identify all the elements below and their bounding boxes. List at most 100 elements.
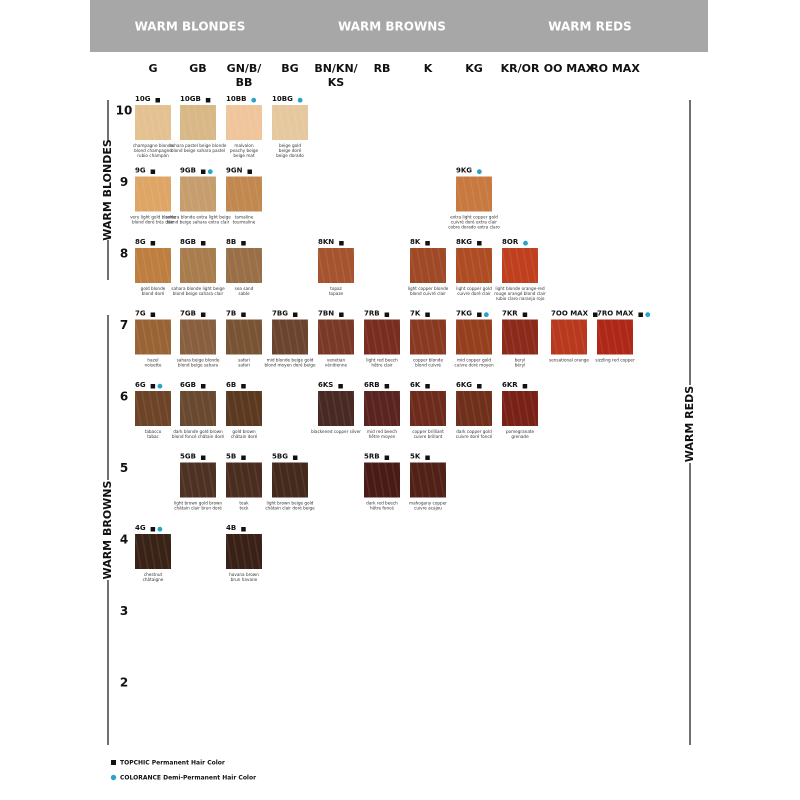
- swatch-strand: [603, 319, 611, 355]
- swatch-strand: [564, 319, 572, 355]
- hair-swatch: [551, 319, 587, 355]
- permanent-icon: [150, 169, 156, 174]
- hair-swatch: [226, 534, 262, 569]
- swatch-strand: [331, 319, 339, 355]
- hair-swatch: [364, 319, 400, 355]
- swatch-caption: grenade: [511, 434, 529, 439]
- swatch-strand: [214, 462, 222, 498]
- swatch-strand: [179, 319, 187, 355]
- demi-icon: [157, 526, 163, 532]
- swatch-code: 7BN: [318, 310, 334, 318]
- swatch-strand: [317, 390, 325, 427]
- permanent-icon: [292, 312, 298, 317]
- column-header: BB: [236, 76, 253, 89]
- swatch-strand: [214, 390, 222, 427]
- swatch-strand: [476, 176, 484, 212]
- swatch-strand: [162, 247, 170, 284]
- legend-dot: [110, 774, 117, 781]
- swatch-strand: [345, 247, 353, 284]
- swatch-strand: [141, 390, 149, 427]
- swatch-strand: [462, 247, 470, 284]
- swatch-strand: [193, 104, 201, 141]
- swatch-strand: [398, 462, 406, 498]
- swatch-strand: [225, 462, 233, 498]
- swatch-caption: light red beech: [366, 358, 398, 363]
- swatch-caption: sable: [238, 291, 250, 296]
- level-label: 10: [116, 104, 133, 118]
- hair-swatch: [597, 319, 633, 355]
- swatch-strand: [169, 176, 177, 212]
- column-header: KG: [465, 62, 483, 75]
- swatch-code: 7KG: [456, 310, 472, 318]
- swatch-strand: [260, 533, 268, 570]
- swatch-strand: [207, 247, 215, 284]
- swatch-strand: [148, 390, 156, 427]
- swatch-strand: [508, 390, 516, 427]
- hair-swatch: [226, 319, 262, 355]
- section-title: WARM REDS: [548, 20, 631, 34]
- swatch-strand: [469, 390, 477, 427]
- permanent-icon: [150, 241, 156, 246]
- swatch-strand: [536, 319, 544, 355]
- swatch-caption: blond doré très clair: [132, 220, 174, 225]
- permanent-icon: [384, 312, 390, 317]
- swatch-strand: [377, 462, 385, 498]
- section-title: WARM BROWNS: [338, 20, 446, 34]
- swatch-strand: [246, 319, 254, 355]
- swatch-strand: [253, 247, 261, 284]
- swatch-strand: [271, 462, 279, 498]
- swatch-strand: [186, 462, 194, 498]
- swatch-strand: [186, 319, 194, 355]
- swatch-caption: châtain clair doré beige: [265, 506, 315, 511]
- swatch-strand: [490, 319, 498, 355]
- swatch-strand: [306, 462, 314, 498]
- swatch-strand: [557, 319, 565, 355]
- swatch-strand: [260, 104, 268, 141]
- swatch-strand: [169, 247, 177, 284]
- swatch-caption: blond beige sahara extra clair: [167, 220, 230, 225]
- swatch-strand: [260, 319, 268, 355]
- demi-icon: [476, 169, 482, 175]
- swatch-code: 6B: [226, 381, 236, 389]
- swatch-strand: [285, 319, 293, 355]
- swatch-strand: [260, 462, 268, 498]
- column-header: GN/B/: [227, 62, 263, 75]
- swatch-caption: tourmaline: [233, 220, 256, 225]
- swatch-strand: [169, 319, 177, 355]
- swatch-strand: [148, 533, 156, 570]
- swatch-strand: [391, 319, 399, 355]
- swatch-strand: [299, 319, 307, 355]
- swatch-caption: sensational orange: [549, 358, 589, 363]
- swatch-strand: [430, 390, 438, 427]
- swatch-caption: noisette: [145, 363, 162, 368]
- swatch-strand: [398, 390, 406, 427]
- column-header: OO MAX: [544, 62, 595, 75]
- permanent-icon: [593, 312, 598, 317]
- swatch-caption: blond moyen doré beige: [264, 363, 316, 368]
- label-gap: [682, 385, 698, 463]
- swatch-code: 5RB: [364, 453, 380, 461]
- swatch-strand: [186, 247, 194, 284]
- swatch-strand: [338, 319, 346, 355]
- legend-square: [111, 760, 116, 765]
- level-label: 4: [120, 533, 128, 547]
- swatch-code: 10BB: [226, 95, 246, 103]
- permanent-icon: [241, 455, 246, 460]
- swatch-strand: [416, 319, 424, 355]
- swatch-strand: [134, 533, 142, 570]
- swatch-caption: havana brown: [229, 572, 259, 577]
- swatch-strand: [148, 176, 156, 212]
- permanent-icon: [241, 527, 246, 532]
- swatch-caption: beige doré: [279, 148, 302, 153]
- swatch-strand: [522, 247, 530, 284]
- swatch-caption: châtain doré: [231, 434, 258, 439]
- swatch-strand: [260, 247, 268, 284]
- permanent-icon: [150, 312, 156, 317]
- swatch-caption: brun havane: [231, 577, 258, 582]
- swatch-strand: [363, 319, 371, 355]
- hair-swatch: [364, 462, 400, 498]
- swatch-caption: cuivre doré clair: [457, 291, 491, 296]
- swatch-caption: sahara beige blonde: [177, 358, 220, 363]
- swatch-strand: [338, 247, 346, 284]
